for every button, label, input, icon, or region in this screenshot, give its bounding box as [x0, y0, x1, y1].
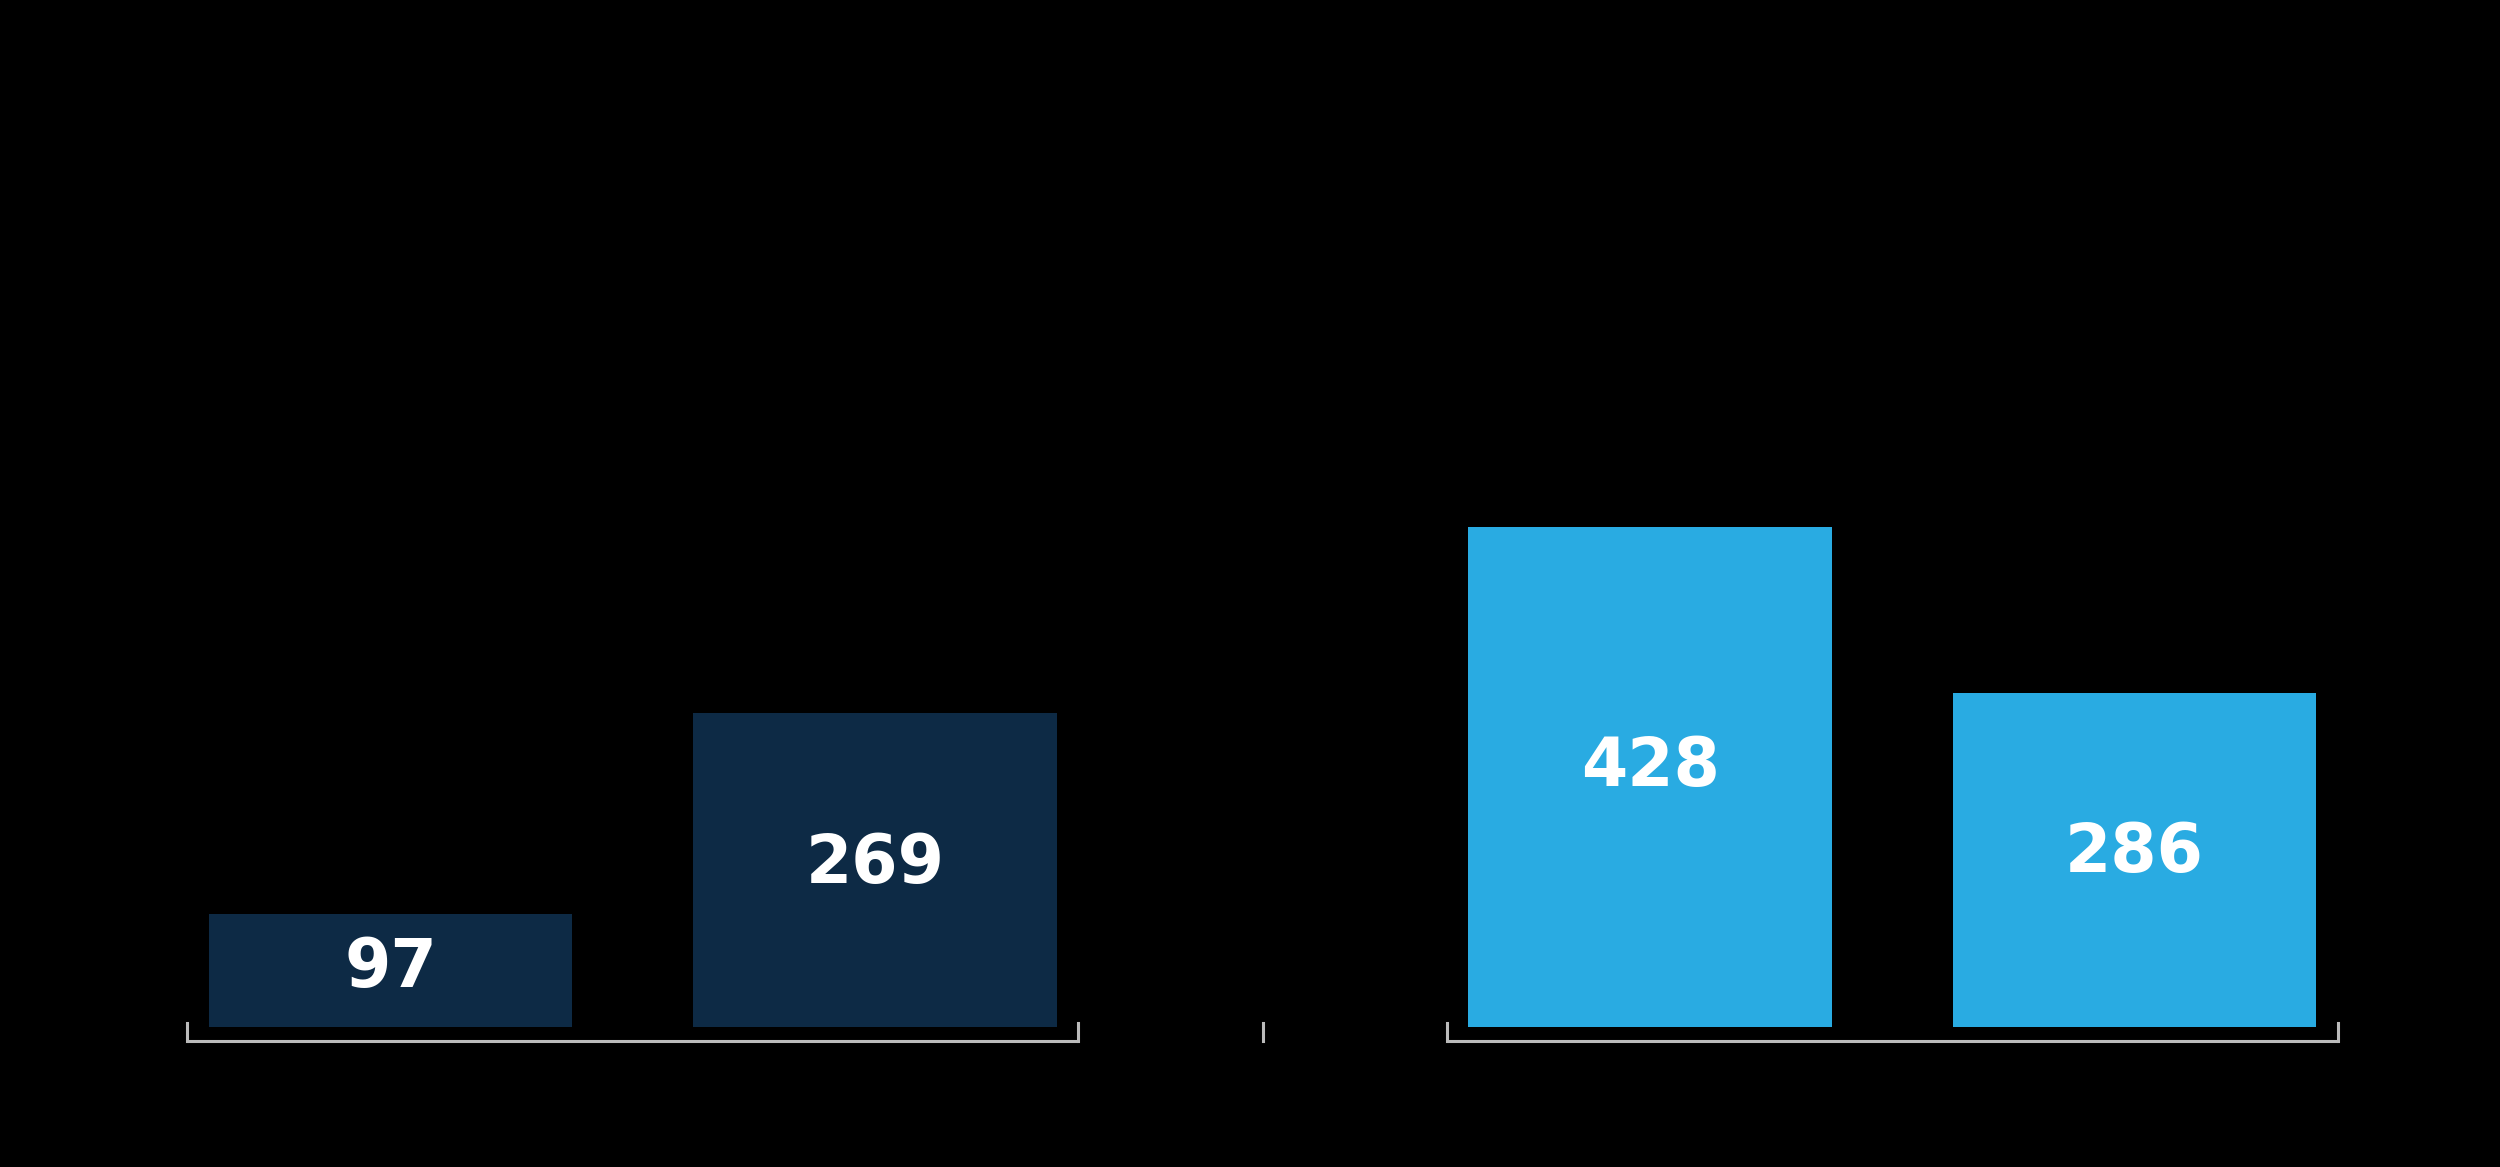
Text: 428: 428 [1580, 734, 1720, 801]
Text: 269: 269 [805, 831, 945, 896]
Bar [210, 914, 572, 1027]
Text: 97: 97 [345, 935, 438, 1001]
Bar [1468, 527, 1832, 1027]
Bar [1952, 693, 2315, 1027]
Bar [693, 713, 1058, 1027]
Text: 286: 286 [2065, 820, 2205, 887]
